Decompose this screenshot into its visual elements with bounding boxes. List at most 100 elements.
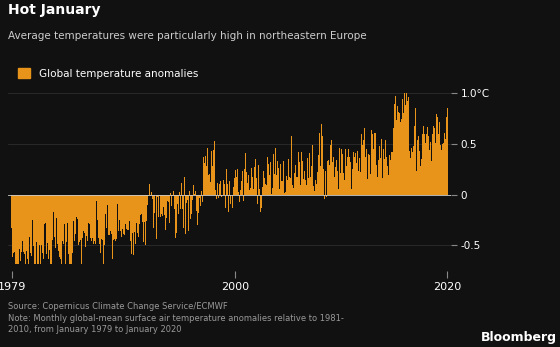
Bar (78, 195, 79, 245)
Bar (394, 104, 395, 195)
Bar (432, 134, 433, 195)
Bar (305, 180, 306, 195)
Bar (345, 149, 346, 195)
Bar (419, 151, 420, 195)
Bar (147, 195, 148, 205)
Bar (72, 195, 73, 253)
Bar (220, 181, 221, 195)
Bar (200, 195, 201, 206)
Bar (133, 195, 134, 255)
Bar (221, 195, 222, 196)
Bar (258, 165, 259, 195)
Bar (61, 195, 62, 264)
Bar (249, 190, 250, 195)
Bar (240, 190, 241, 195)
Bar (168, 195, 169, 202)
Bar (25, 195, 26, 264)
Bar (183, 195, 184, 228)
Bar (226, 189, 227, 195)
Bar (102, 195, 104, 264)
Bar (139, 195, 140, 224)
Bar (275, 148, 276, 195)
Bar (228, 195, 229, 212)
Bar (352, 169, 353, 195)
Bar (390, 160, 391, 195)
Bar (87, 195, 88, 240)
Bar (69, 195, 70, 263)
Bar (286, 176, 287, 195)
Bar (122, 195, 123, 229)
Bar (121, 195, 122, 237)
Bar (215, 190, 216, 195)
Bar (440, 145, 441, 195)
Bar (22, 195, 23, 241)
Bar (172, 195, 174, 199)
Bar (288, 159, 290, 195)
Bar (197, 195, 198, 225)
Bar (287, 145, 288, 195)
Bar (391, 152, 392, 195)
Bar (313, 186, 314, 195)
Bar (343, 173, 344, 195)
Bar (209, 182, 211, 195)
Bar (329, 165, 330, 195)
Bar (324, 195, 325, 199)
Bar (293, 188, 294, 195)
Bar (385, 140, 386, 195)
Bar (142, 195, 143, 222)
Bar (267, 156, 268, 195)
Bar (171, 195, 172, 206)
Bar (204, 163, 206, 195)
Bar (323, 169, 324, 195)
Bar (50, 195, 52, 264)
Bar (358, 171, 359, 195)
Bar (31, 195, 32, 255)
Bar (297, 177, 298, 195)
Bar (104, 195, 105, 245)
Bar (66, 195, 67, 243)
Bar (332, 162, 333, 195)
Bar (335, 167, 336, 195)
Bar (398, 112, 399, 195)
Bar (295, 165, 296, 195)
Bar (435, 143, 436, 195)
Bar (441, 151, 442, 195)
Bar (130, 195, 131, 240)
Bar (82, 195, 83, 238)
Bar (52, 195, 53, 240)
Bar (261, 195, 262, 209)
Bar (26, 195, 27, 260)
Bar (241, 170, 242, 195)
Bar (181, 183, 182, 195)
Bar (273, 154, 274, 195)
Bar (92, 195, 93, 238)
Bar (29, 195, 30, 237)
Bar (365, 138, 366, 195)
Bar (310, 177, 311, 195)
Bar (128, 195, 129, 230)
Bar (211, 164, 212, 195)
Bar (185, 195, 186, 234)
Text: Hot January: Hot January (8, 3, 101, 17)
Bar (316, 184, 317, 195)
Bar (20, 195, 21, 261)
Bar (189, 191, 190, 195)
Bar (90, 195, 91, 238)
Text: Bloomberg: Bloomberg (481, 331, 557, 344)
Bar (354, 157, 355, 195)
Bar (290, 178, 291, 195)
Bar (315, 180, 316, 195)
Bar (13, 195, 14, 253)
Bar (284, 193, 285, 195)
Bar (429, 150, 430, 195)
Bar (43, 195, 44, 259)
Bar (110, 195, 111, 225)
Bar (253, 189, 254, 195)
Bar (304, 179, 305, 195)
Bar (243, 195, 244, 201)
Bar (359, 159, 360, 195)
Bar (301, 152, 302, 195)
Bar (397, 106, 398, 195)
Bar (178, 195, 179, 214)
Bar (384, 159, 385, 195)
